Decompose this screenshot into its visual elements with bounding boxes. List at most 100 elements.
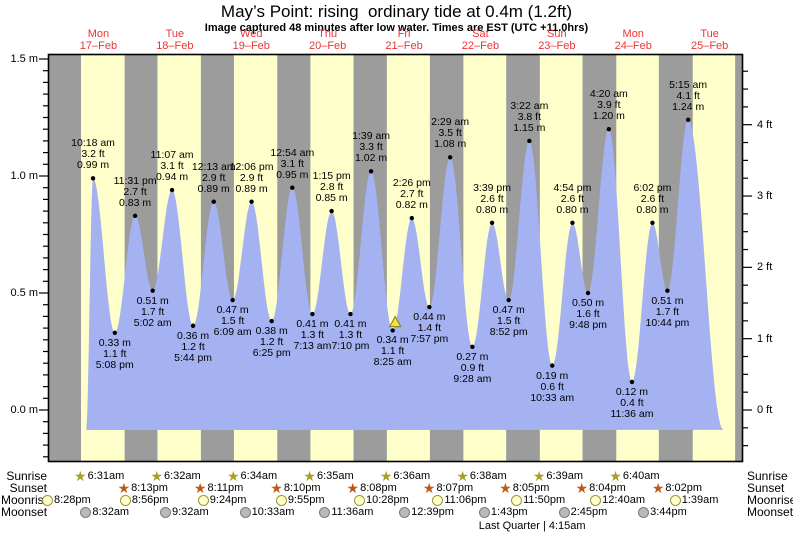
tide-label-line: 9:48 pm	[569, 319, 608, 331]
tide-point-dot	[685, 117, 691, 123]
moonset-entry: 10:33am	[239, 506, 294, 518]
tide-label-line: 6:09 am	[213, 326, 252, 339]
tide-label-line: 1.2 ft	[181, 340, 205, 353]
high-tide-label: 12:13 am 2.9 ft 0.89 m	[172, 161, 256, 195]
tide-label-line: 0.9 ft	[460, 361, 485, 374]
almanac-row-label-left: Moonset	[1, 505, 48, 519]
tide-label-line: 0.44 m	[413, 311, 446, 324]
almanac-time: 6:35am	[316, 470, 354, 482]
almanac-row-label-left: Sunset	[9, 481, 47, 495]
tide-label-line: 7:57 pm	[410, 333, 449, 346]
tide-label-line: 0.80 m	[636, 203, 669, 216]
tide-label-line: 2.9 ft	[202, 171, 226, 184]
day-name: Mon	[622, 28, 644, 40]
moonset-icon	[399, 506, 411, 518]
sunset-entry: ★8:13pm	[118, 481, 168, 495]
sunrise-star-icon: ★	[74, 468, 87, 485]
almanac-time: 3:44pm	[650, 506, 687, 518]
high-tide-label: 1:39 am 3.3 ft 1.02 m	[329, 131, 413, 164]
tide-label-line: 0.94 m	[155, 171, 189, 184]
tide-label-line: 5:08 pm	[95, 358, 134, 371]
moonrise-icon	[42, 494, 53, 506]
tide-label-line: 0.89 m	[197, 182, 230, 195]
sunrise-star-icon: ★	[532, 468, 546, 485]
day-date: 24–Feb	[614, 40, 652, 52]
moonrise-entry: 10:28pm	[353, 494, 409, 506]
tide-label-line: 1.20 m	[592, 110, 625, 123]
tide-label-line: 1.24 m	[672, 100, 705, 113]
moonset-icon	[80, 506, 92, 518]
high-tide-label: 3:39 pm 2.6 ft 0.80 m	[450, 181, 534, 216]
tide-label-line: 0.80 m	[556, 203, 589, 216]
almanac-time: 6:39am	[546, 470, 584, 482]
high-tide-label: 2:26 pm 2.7 ft 0.82 m	[370, 178, 454, 211]
tide-label-line: 3.1 ft	[160, 160, 184, 173]
low-tide-label: 0.38 m 1.2 ft 6:25 pm	[230, 326, 314, 359]
moonset-entry: 1:43pm	[478, 506, 528, 518]
tide-label-line: 4:20 am	[589, 88, 628, 101]
sunset-star-icon: ★	[422, 480, 436, 497]
tide-point-dot	[570, 220, 575, 225]
tide-level-curve	[86, 119, 724, 431]
tide-label-line: 0.95 m	[276, 168, 309, 181]
tide-label-line: 5:02 am	[133, 316, 172, 329]
day-name: Tue	[700, 28, 719, 40]
tide-label-line: 10:33 am	[530, 391, 575, 404]
tide-point-dot	[348, 311, 353, 317]
high-tide-label: 12:54 am 3.1 ft 0.95 m	[250, 147, 334, 181]
day-name: Mon	[87, 28, 110, 40]
sunset-entry: ★8:11pm	[194, 481, 243, 495]
tide-label-line: 1.15 m	[513, 121, 546, 134]
almanac-time: 9:55pm	[287, 494, 325, 506]
current-time-marker	[388, 315, 402, 328]
almanac-time: 11:50pm	[523, 494, 566, 506]
low-tide-label: 0.27 m 0.9 ft 9:28 am	[430, 351, 514, 385]
almanac-time: 8:05pm	[512, 482, 550, 494]
tide-label-line: 3.3 ft	[359, 141, 383, 154]
day-date: 23–Feb	[538, 40, 576, 52]
moonrise-entry: 11:50pm	[511, 494, 565, 506]
sunrise-entry: ★6:36am	[380, 469, 430, 483]
moonrise-icon	[432, 494, 444, 506]
high-tide-label: 4:54 pm 2.6 ft 0.80 m	[530, 182, 614, 216]
sunset-star-icon: ★	[651, 480, 665, 497]
moonset-entry: 12:39pm	[399, 506, 454, 518]
day-name: Tue	[165, 28, 185, 40]
moonrise-entry: 8:56pm	[119, 494, 169, 506]
tide-label-line: 1.4 ft	[417, 322, 442, 335]
moonset-icon	[638, 506, 650, 518]
tide-label-line: 0.47 m	[492, 304, 525, 317]
high-tide-label: 5:15 am 4.1 ft 1.24 m	[646, 78, 730, 113]
tide-label-line: 7:10 pm	[331, 340, 370, 353]
tide-point-dot	[665, 288, 670, 293]
tide-label-line: 1.08 m	[434, 138, 467, 151]
moonrise-entry: 12:40am	[590, 494, 645, 506]
left-axis-label: 0.5 m	[10, 287, 38, 299]
almanac-time: 6:31am	[87, 470, 125, 482]
tide-label-line: 1.6 ft	[576, 308, 600, 320]
tide-point-dot	[550, 363, 555, 368]
right-axis-label: 4 ft	[757, 118, 773, 131]
day-header: Sat 22–Feb	[448, 29, 512, 52]
almanac-time: 8:02pm	[665, 482, 703, 494]
day-name: Sun	[547, 28, 567, 40]
tide-label-line: 3:39 pm	[473, 181, 512, 194]
day-header: Mon 17–Feb	[66, 29, 130, 52]
moonrise-entry: 8:28pm	[42, 494, 91, 506]
low-tide-label: 0.51 m 1.7 ft 10:44 pm	[625, 295, 709, 329]
moonset-entry: 9:32am	[160, 506, 209, 518]
tide-label-line: 5:15 am	[669, 78, 708, 91]
chart-subtitle: Image captured 48 minutes after low wate…	[204, 22, 589, 34]
high-tide-label: 10:18 am 3.2 ft 0.99 m	[51, 138, 135, 171]
low-tide-label: 0.12 m 0.4 ft 11:36 am	[590, 386, 674, 420]
sunset-star-icon: ★	[499, 480, 512, 497]
moonrise-entry: 9:55pm	[275, 494, 325, 506]
almanac-time: 11:36am	[331, 506, 374, 518]
left-axis-label: 1.5 m	[10, 53, 38, 65]
almanac-time: 8:04pm	[589, 482, 626, 494]
tide-point-dot	[329, 208, 334, 214]
almanac-row-label-left: Sunrise	[6, 469, 47, 483]
tide-point-dot	[506, 297, 511, 303]
tide-label-line: 0.33 m	[98, 336, 131, 349]
tide-point-dot	[90, 176, 96, 181]
